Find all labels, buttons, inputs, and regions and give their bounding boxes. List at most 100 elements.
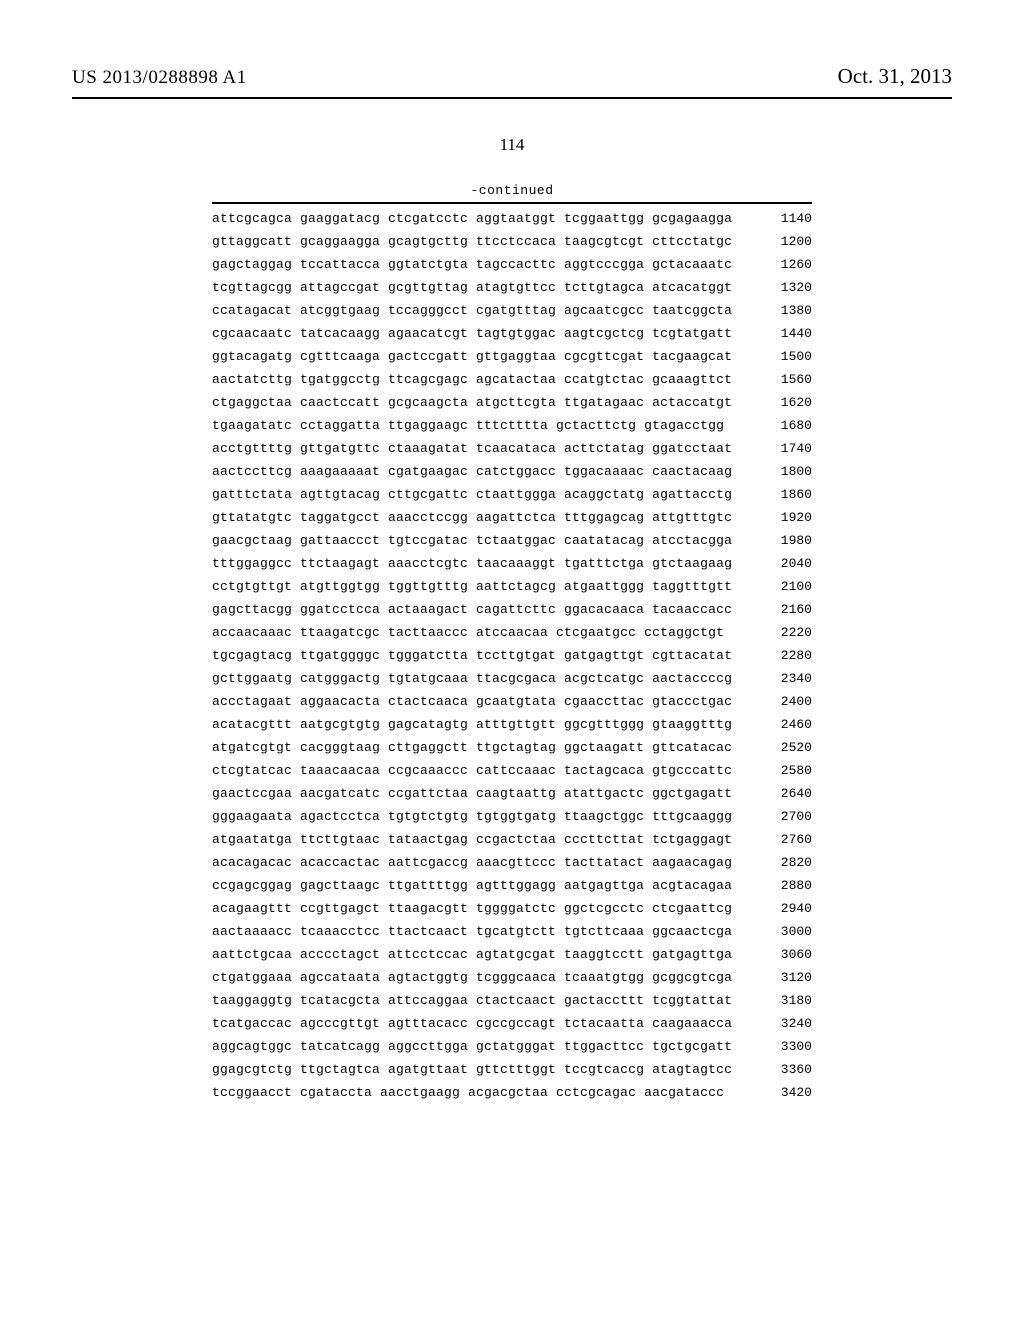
sequence-position: 2160 xyxy=(756,603,812,616)
sequence-groups: aactaaaacc tcaaacctcc ttactcaact tgcatgt… xyxy=(212,925,756,938)
page-header: US 2013/0288898 A1 Oct. 31, 2013 xyxy=(72,64,952,89)
sequence-position: 1620 xyxy=(756,396,812,409)
sequence-groups: gagcttacgg ggatcctcca actaaagact cagattc… xyxy=(212,603,756,616)
sequence-groups: cctgtgttgt atgttggtgg tggttgtttg aattcta… xyxy=(212,580,756,593)
sequence-groups: atgatcgtgt cacgggtaag cttgaggctt ttgctag… xyxy=(212,741,756,754)
sequence-row: gcttggaatg catgggactg tgtatgcaaa ttacgcg… xyxy=(212,672,812,685)
sequence-position: 3360 xyxy=(756,1063,812,1076)
sequence-position: 1920 xyxy=(756,511,812,524)
sequence-groups: tgcgagtacg ttgatggggc tgggatctta tccttgt… xyxy=(212,649,756,662)
sequence-position: 2940 xyxy=(756,902,812,915)
sequence-groups: gatttctata agttgtacag cttgcgattc ctaattg… xyxy=(212,488,756,501)
sequence-row: tgcgagtacg ttgatggggc tgggatctta tccttgt… xyxy=(212,649,812,662)
sequence-position: 2280 xyxy=(756,649,812,662)
sequence-row: gaacgctaag gattaaccct tgtccgatac tctaatg… xyxy=(212,534,812,547)
sequence-row: atgaatatga ttcttgtaac tataactgag ccgactc… xyxy=(212,833,812,846)
sequence-groups: gttatatgtc taggatgcct aaacctccgg aagattc… xyxy=(212,511,756,524)
sequence-row: acagaagttt ccgttgagct ttaagacgtt tggggat… xyxy=(212,902,812,915)
sequence-position: 2220 xyxy=(756,626,812,639)
sequence-groups: taaggaggtg tcatacgcta attccaggaa ctactca… xyxy=(212,994,756,1007)
sequence-row: cgcaacaatc tatcacaagg agaacatcgt tagtgtg… xyxy=(212,327,812,340)
sequence-groups: ggagcgtctg ttgctagtca agatgttaat gttcttt… xyxy=(212,1063,756,1076)
sequence-groups: cgcaacaatc tatcacaagg agaacatcgt tagtgtg… xyxy=(212,327,756,340)
sequence-row: aactccttcg aaagaaaaat cgatgaagac catctgg… xyxy=(212,465,812,478)
sequence-listing: -continued attcgcagca gaaggatacg ctcgatc… xyxy=(212,183,812,1099)
sequence-groups: gagctaggag tccattacca ggtatctgta tagccac… xyxy=(212,258,756,271)
sequence-position: 2400 xyxy=(756,695,812,708)
sequence-row: tttggaggcc ttctaagagt aaacctcgtc taacaaa… xyxy=(212,557,812,570)
sequence-row: tccggaacct cgataccta aacctgaagg acgacgct… xyxy=(212,1086,812,1099)
sequence-position: 1440 xyxy=(756,327,812,340)
header-rule xyxy=(72,97,952,99)
sequence-position: 1860 xyxy=(756,488,812,501)
sequence-groups: gttaggcatt gcaggaagga gcagtgcttg ttcctcc… xyxy=(212,235,756,248)
sequence-groups: acacagacac acaccactac aattcgaccg aaacgtt… xyxy=(212,856,756,869)
sequence-groups: tgaagatatc cctaggatta ttgaggaagc tttcttt… xyxy=(212,419,756,432)
sequence-position: 1380 xyxy=(756,304,812,317)
publication-date: Oct. 31, 2013 xyxy=(838,64,952,89)
sequence-groups: tcatgaccac agcccgttgt agtttacacc cgccgcc… xyxy=(212,1017,756,1030)
sequence-position: 2880 xyxy=(756,879,812,892)
sequence-position: 1500 xyxy=(756,350,812,363)
sequence-row: acatacgttt aatgcgtgtg gagcatagtg atttgtt… xyxy=(212,718,812,731)
sequence-groups: acatacgttt aatgcgtgtg gagcatagtg atttgtt… xyxy=(212,718,756,731)
sequence-groups: ctgatggaaa agccataata agtactggtg tcgggca… xyxy=(212,971,756,984)
sequence-groups: gaactccgaa aacgatcatc ccgattctaa caagtaa… xyxy=(212,787,756,800)
sequence-position: 2520 xyxy=(756,741,812,754)
sequence-position: 2460 xyxy=(756,718,812,731)
sequence-row: tcatgaccac agcccgttgt agtttacacc cgccgcc… xyxy=(212,1017,812,1030)
sequence-row: tgaagatatc cctaggatta ttgaggaagc tttcttt… xyxy=(212,419,812,432)
sequence-position: 2820 xyxy=(756,856,812,869)
sequence-row: gagctaggag tccattacca ggtatctgta tagccac… xyxy=(212,258,812,271)
sequence-groups: accctagaat aggaacacta ctactcaaca gcaatgt… xyxy=(212,695,756,708)
sequence-groups: gaacgctaag gattaaccct tgtccgatac tctaatg… xyxy=(212,534,756,547)
sequence-top-rule xyxy=(212,202,812,204)
sequence-groups: ctcgtatcac taaacaacaa ccgcaaaccc cattcca… xyxy=(212,764,756,777)
sequence-row: gttaggcatt gcaggaagga gcagtgcttg ttcctcc… xyxy=(212,235,812,248)
sequence-row: cctgtgttgt atgttggtgg tggttgtttg aattcta… xyxy=(212,580,812,593)
sequence-row: attcgcagca gaaggatacg ctcgatcctc aggtaat… xyxy=(212,212,812,225)
sequence-position: 3300 xyxy=(756,1040,812,1053)
sequence-position: 3420 xyxy=(756,1086,812,1099)
sequence-row: ccgagcggag gagcttaagc ttgattttgg agtttgg… xyxy=(212,879,812,892)
sequence-position: 2640 xyxy=(756,787,812,800)
sequence-row: accaacaaac ttaagatcgc tacttaaccc atccaac… xyxy=(212,626,812,639)
sequence-row: taaggaggtg tcatacgcta attccaggaa ctactca… xyxy=(212,994,812,1007)
sequence-row: gggaagaata agactcctca tgtgtctgtg tgtggtg… xyxy=(212,810,812,823)
sequence-row: aactatcttg tgatggcctg ttcagcgagc agcatac… xyxy=(212,373,812,386)
publication-number: US 2013/0288898 A1 xyxy=(72,67,247,89)
sequence-row: accctagaat aggaacacta ctactcaaca gcaatgt… xyxy=(212,695,812,708)
sequence-row: gagcttacgg ggatcctcca actaaagact cagattc… xyxy=(212,603,812,616)
sequence-position: 3060 xyxy=(756,948,812,961)
sequence-row: ctgatggaaa agccataata agtactggtg tcgggca… xyxy=(212,971,812,984)
page-number: 114 xyxy=(72,135,952,155)
sequence-position: 1560 xyxy=(756,373,812,386)
sequence-groups: tttggaggcc ttctaagagt aaacctcgtc taacaaa… xyxy=(212,557,756,570)
sequence-row: gaactccgaa aacgatcatc ccgattctaa caagtaa… xyxy=(212,787,812,800)
sequence-row: ctcgtatcac taaacaacaa ccgcaaaccc cattcca… xyxy=(212,764,812,777)
sequence-groups: gcttggaatg catgggactg tgtatgcaaa ttacgcg… xyxy=(212,672,756,685)
sequence-position: 1680 xyxy=(756,419,812,432)
sequence-table: attcgcagca gaaggatacg ctcgatcctc aggtaat… xyxy=(212,212,812,1099)
sequence-row: aactaaaacc tcaaacctcc ttactcaact tgcatgt… xyxy=(212,925,812,938)
sequence-row: ccatagacat atcggtgaag tccagggcct cgatgtt… xyxy=(212,304,812,317)
sequence-groups: ggtacagatg cgtttcaaga gactccgatt gttgagg… xyxy=(212,350,756,363)
sequence-position: 3240 xyxy=(756,1017,812,1030)
sequence-groups: acagaagttt ccgttgagct ttaagacgtt tggggat… xyxy=(212,902,756,915)
sequence-row: gttatatgtc taggatgcct aaacctccgg aagattc… xyxy=(212,511,812,524)
sequence-position: 2040 xyxy=(756,557,812,570)
sequence-groups: ccatagacat atcggtgaag tccagggcct cgatgtt… xyxy=(212,304,756,317)
sequence-position: 1980 xyxy=(756,534,812,547)
sequence-position: 3120 xyxy=(756,971,812,984)
sequence-position: 3180 xyxy=(756,994,812,1007)
sequence-groups: ctgaggctaa caactccatt gcgcaagcta atgcttc… xyxy=(212,396,756,409)
sequence-row: aggcagtggc tatcatcagg aggccttgga gctatgg… xyxy=(212,1040,812,1053)
sequence-groups: tcgttagcgg attagccgat gcgttgttag atagtgt… xyxy=(212,281,756,294)
sequence-groups: ccgagcggag gagcttaagc ttgattttgg agtttgg… xyxy=(212,879,756,892)
sequence-position: 2340 xyxy=(756,672,812,685)
page: US 2013/0288898 A1 Oct. 31, 2013 114 -co… xyxy=(0,0,1024,1139)
sequence-row: aattctgcaa acccctagct attcctccac agtatgc… xyxy=(212,948,812,961)
sequence-position: 2100 xyxy=(756,580,812,593)
sequence-row: ggagcgtctg ttgctagtca agatgttaat gttcttt… xyxy=(212,1063,812,1076)
sequence-groups: attcgcagca gaaggatacg ctcgatcctc aggtaat… xyxy=(212,212,756,225)
